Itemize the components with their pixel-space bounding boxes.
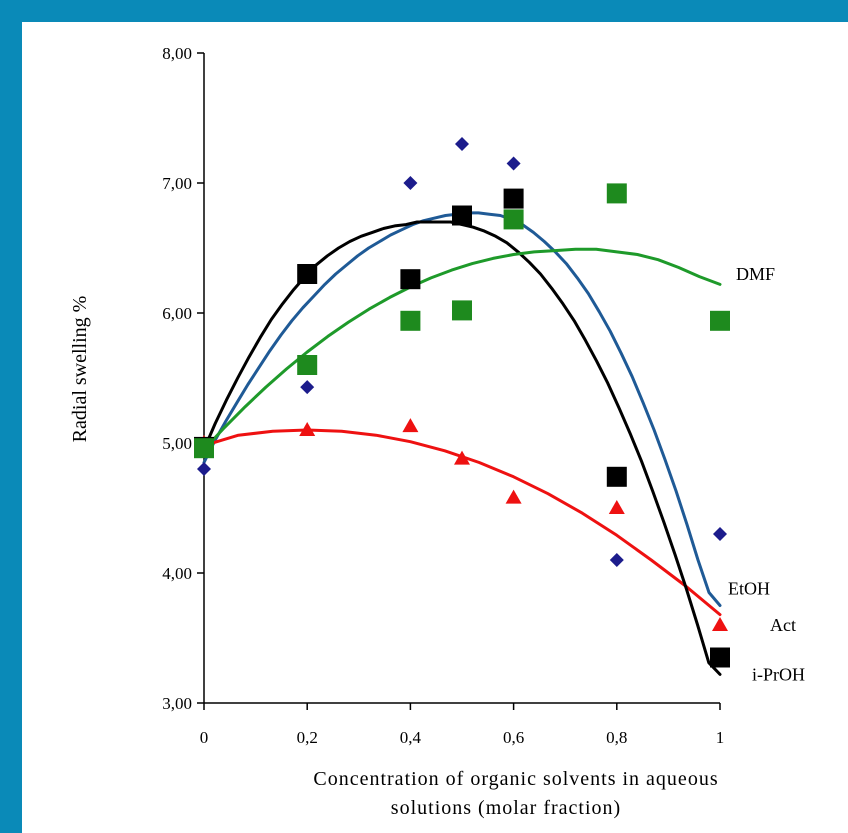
axes — [203, 53, 720, 704]
x-tick-label: 0,2 — [297, 728, 318, 747]
trend-lines — [202, 211, 722, 676]
point-i-proh — [400, 269, 421, 290]
point-etoh — [609, 553, 624, 567]
point-etoh — [506, 156, 521, 171]
y-tick-label: 7,00 — [162, 174, 192, 193]
x-tick-label: 0,8 — [606, 728, 627, 747]
point-act — [454, 450, 470, 465]
point-i-proh — [606, 466, 627, 487]
y-tick-label: 5,00 — [162, 434, 192, 453]
swelling-chart: 3,004,005,006,007,008,00 0 0,2 0,4 0,6 0,8 1 … — [69, 44, 805, 819]
point-dmf — [400, 310, 421, 331]
point-dmf — [452, 300, 472, 321]
data-markers — [194, 137, 730, 668]
point-act — [299, 422, 316, 436]
y-axis-title: Radial swelling % — [69, 296, 91, 443]
point-i-proh — [297, 264, 318, 284]
chart-panel: 3,00 4,00 5,00 6,00 7,00 8,00 0 0,2 0,4 0,6 0,8 1 … — [22, 22, 848, 833]
point-act — [712, 617, 728, 631]
point-act — [608, 500, 625, 514]
x-ticks: 0 0,2 0,4 0,6 0,8 1 — [200, 703, 725, 747]
trend-line-etoh — [202, 211, 722, 607]
point-dmf — [503, 209, 524, 230]
point-etoh — [713, 527, 727, 541]
y-ticks: 3,00 4,00 5,00 6,00 7,00 8,00 — [162, 44, 204, 713]
x-axis-title-line-1: Concentration of organic solvents in aqu… — [313, 768, 718, 790]
point-act — [402, 418, 419, 433]
series-label-dmf: DMF — [736, 264, 775, 284]
series-label-etoh: EtOH — [728, 579, 770, 599]
point-act — [505, 489, 522, 504]
series-label-act: Act — [770, 615, 796, 635]
point-etoh — [403, 176, 418, 190]
point-dmf — [710, 310, 730, 331]
point-i-proh — [710, 647, 730, 668]
x-tick-label: 0,6 — [503, 728, 524, 747]
point-i-proh — [452, 205, 472, 226]
point-dmf — [606, 183, 627, 204]
trend-line-dmf — [202, 247, 722, 451]
x-axis-title-line-2: solutions (molar fraction) — [391, 797, 621, 819]
point-dmf — [297, 355, 318, 375]
point-etoh — [300, 380, 315, 395]
x-tick-label: 0,4 — [400, 728, 422, 747]
x-tick-label: 0 — [200, 728, 209, 747]
y-tick-label: 3,00 — [162, 694, 192, 713]
x-tick-label: 1 — [716, 728, 725, 747]
point-etoh — [197, 462, 211, 476]
trend-line-i-proh — [202, 220, 722, 676]
point-dmf — [194, 438, 214, 459]
y-tick-label: 8,00 — [162, 44, 192, 63]
y-tick-label: 4,00 — [162, 564, 192, 583]
point-etoh — [455, 137, 469, 151]
y-tick-label: 6,00 — [162, 304, 192, 323]
series-label-i-proh: i-PrOH — [752, 664, 805, 684]
point-i-proh — [503, 188, 524, 209]
